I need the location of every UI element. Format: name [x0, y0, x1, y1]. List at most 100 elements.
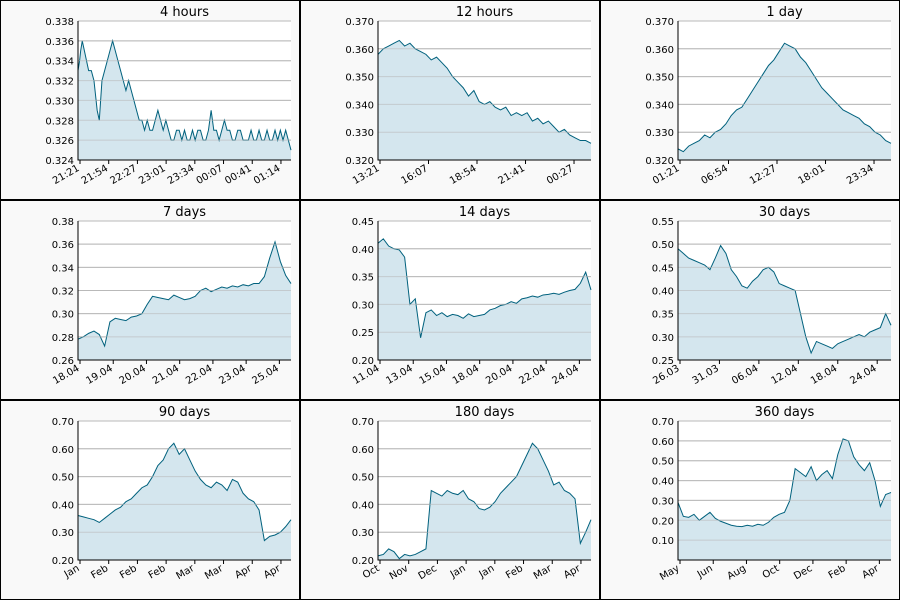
- y-tick-label: 0.50: [352, 473, 374, 484]
- y-tick-label: 0.30: [52, 310, 74, 321]
- series-area: [378, 238, 591, 360]
- series-line: [77, 240, 292, 348]
- y-tick-label: 0.45: [652, 263, 674, 274]
- chart-title: 90 days: [159, 405, 211, 420]
- y-tick-label: 0.350: [645, 73, 674, 84]
- x-tick-label: 24.04: [551, 363, 581, 387]
- axes: [77, 221, 291, 361]
- chart-panel-7: 0.70 0.60 0.50 0.40 0.30 0.20 Oct Nov Dec Jan Jan F…: [300, 400, 600, 600]
- x-tick-label: Mar: [532, 563, 555, 582]
- y-tick-label: 0.360: [345, 45, 374, 56]
- series-line: [677, 244, 892, 355]
- chart-panel-1: 0.370 0.360 0.350 0.340 0.330 0.320 13:21 16:07…: [300, 0, 600, 200]
- x-tick-label: 21:41: [497, 163, 527, 187]
- x-tick-label: 18.04: [451, 363, 481, 387]
- series-area: [78, 443, 291, 560]
- x-tick-label: 31.03: [691, 363, 721, 387]
- chart-title: 12 hours: [456, 5, 513, 20]
- axes: [377, 421, 591, 561]
- x-tick-label: 01:14: [252, 163, 282, 187]
- y-tick-label: 0.30: [652, 333, 674, 344]
- y-tick-label: 0.350: [345, 73, 374, 84]
- x-tick-label: Jan: [448, 563, 468, 581]
- y-tick-label: 0.50: [652, 240, 674, 251]
- y-tick-label: 0.30: [52, 528, 74, 539]
- y-tick-label: 0.20: [352, 556, 374, 567]
- y-tick-label: 0.30: [352, 528, 374, 539]
- x-tick-label: 06.04: [730, 363, 760, 387]
- chart-title: 180 days: [455, 405, 515, 420]
- y-tick-label: 0.340: [345, 100, 374, 111]
- x-tick-label: Dec: [792, 563, 814, 582]
- chart-panel-2: 0.370 0.360 0.350 0.340 0.330 0.320 01:21 06:54…: [600, 0, 900, 200]
- x-tick-label: 06:54: [700, 163, 730, 187]
- chart-title: 30 days: [759, 205, 811, 220]
- chart-panel-0: 0.338 0.336 0.334 0.332 0.330 0.328 0.326 0.324…: [0, 0, 300, 200]
- x-tick-label: Apr: [233, 563, 254, 582]
- y-tick-label: 0.20: [352, 356, 374, 367]
- x-tick-label: 21.04: [151, 363, 181, 387]
- y-tick-label: 0.60: [352, 445, 374, 456]
- x-tick-label: 15.04: [418, 363, 448, 387]
- x-tick-label: Apr: [262, 563, 283, 582]
- y-tick-label: 0.70: [352, 417, 374, 428]
- x-tick-label: 24.04: [848, 363, 878, 387]
- x-tick-label: 22.04: [517, 363, 547, 387]
- series-area: [78, 241, 291, 360]
- x-tick-label: Feb: [89, 563, 110, 581]
- x-tick-label: 16:07: [400, 163, 430, 187]
- y-tick-label: 0.370: [345, 17, 374, 28]
- y-tick-label: 0.20: [652, 516, 674, 527]
- x-tick-label: 12.04: [770, 363, 800, 387]
- series-line: [377, 442, 592, 560]
- y-tick-label: 0.40: [352, 500, 374, 511]
- chart-title: 360 days: [755, 405, 815, 420]
- chart-title: 4 hours: [160, 5, 209, 20]
- x-tick-label: 19.04: [84, 363, 114, 387]
- y-tick-label: 0.35: [352, 273, 374, 284]
- axes: [77, 21, 291, 161]
- x-tick-label: 18:54: [448, 163, 478, 187]
- y-tick-label: 0.10: [652, 536, 674, 547]
- x-tick-label: Feb: [147, 563, 168, 581]
- y-tick-label: 0.20: [52, 556, 74, 567]
- x-tick-label: 21:54: [80, 163, 110, 187]
- y-tick-label: 0.334: [45, 57, 74, 68]
- x-tick-label: 12:27: [748, 163, 778, 187]
- chart-title: 7 days: [163, 205, 206, 220]
- chart-panel-8: 0.70 0.60 0.50 0.40 0.30 0.20 0.10 May Jun Aug Oct…: [600, 400, 900, 600]
- series-line: [377, 238, 592, 338]
- y-tick-label: 0.336: [45, 37, 74, 48]
- y-tick-label: 0.55: [652, 217, 674, 228]
- chart-svg-0: 0.338 0.336 0.334 0.332 0.330 0.328 0.326 0.324…: [45, 5, 292, 187]
- x-tick-label: Feb: [827, 563, 848, 581]
- y-tick-label: 0.32: [52, 287, 74, 298]
- x-tick-label: Apr: [562, 563, 583, 582]
- y-tick-label: 0.320: [645, 156, 674, 167]
- y-tick-label: 0.40: [652, 287, 674, 298]
- x-tick-label: 18:01: [797, 163, 827, 187]
- series-area: [678, 438, 891, 560]
- x-tick-label: 23:34: [845, 163, 875, 187]
- series-area: [378, 40, 591, 160]
- axes: [77, 421, 291, 561]
- y-tick-label: 0.28: [52, 333, 74, 344]
- y-tick-label: 0.36: [52, 240, 74, 251]
- x-tick-label: 00:07: [195, 163, 225, 187]
- x-tick-label: 00:27: [545, 163, 575, 187]
- chart-title: 14 days: [459, 205, 511, 220]
- x-tick-label: Jan: [477, 563, 497, 581]
- axes: [677, 421, 891, 561]
- x-tick-label: May: [658, 563, 681, 583]
- axes: [377, 21, 591, 161]
- chart-panel-5: 0.55 0.50 0.45 0.40 0.35 0.30 0.25 26.03 31.03 06…: [600, 200, 900, 400]
- y-tick-label: 0.34: [52, 263, 74, 274]
- y-tick-label: 0.328: [45, 116, 74, 127]
- x-tick-label: 20.04: [118, 363, 148, 387]
- y-tick-label: 0.330: [45, 96, 74, 107]
